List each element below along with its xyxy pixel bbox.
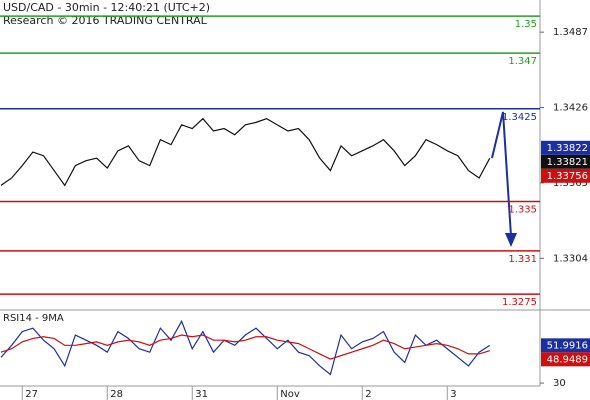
x-tick-label: 2: [365, 389, 371, 400]
level-label: 1.35: [515, 19, 537, 30]
x-tick-label: 27: [25, 389, 38, 400]
series-line: [0, 334, 490, 360]
x-tick-label: 31: [195, 389, 208, 400]
current-value-label: 48.9489: [547, 354, 588, 365]
level-label: 1.3425: [502, 112, 537, 123]
current-value-label: 1.33822: [547, 143, 588, 154]
current-value-label: 51.9916: [547, 340, 588, 351]
series-line: [0, 319, 491, 376]
y-tick-label: 1.3365: [553, 178, 588, 189]
y-tick-label: 30: [553, 378, 566, 389]
level-label: 1.347: [508, 56, 537, 67]
x-tick-label: Nov: [280, 389, 300, 400]
y-tick-label: 1.3426: [553, 103, 588, 114]
level-label: 1.331: [508, 254, 537, 265]
current-value-box: [541, 140, 590, 155]
current-value-box: [541, 154, 590, 169]
chart-title: USD/CAD - 30min - 12:40:21 (UTC+2): [3, 1, 210, 14]
rsi-title: RSI14 - 9MA: [3, 313, 64, 324]
x-tick-label: 3: [450, 389, 456, 400]
y-tick-label: 1.3304: [553, 253, 588, 264]
y-tick-label: 1.3487: [553, 27, 588, 38]
current-value-box: [541, 338, 590, 353]
chart-subtitle: Research © 2016 TRADING CENTRAL: [3, 14, 208, 27]
level-label: 1.3275: [502, 297, 537, 308]
current-value-label: 1.33821: [547, 157, 588, 168]
x-tick-label: 28: [110, 389, 123, 400]
current-value-box: [541, 168, 590, 183]
current-value-label: 1.33756: [547, 171, 588, 182]
level-label: 1.335: [508, 204, 537, 215]
series-line: [0, 117, 491, 187]
current-value-box: [541, 352, 590, 367]
forecast-arrow: [491, 111, 517, 247]
